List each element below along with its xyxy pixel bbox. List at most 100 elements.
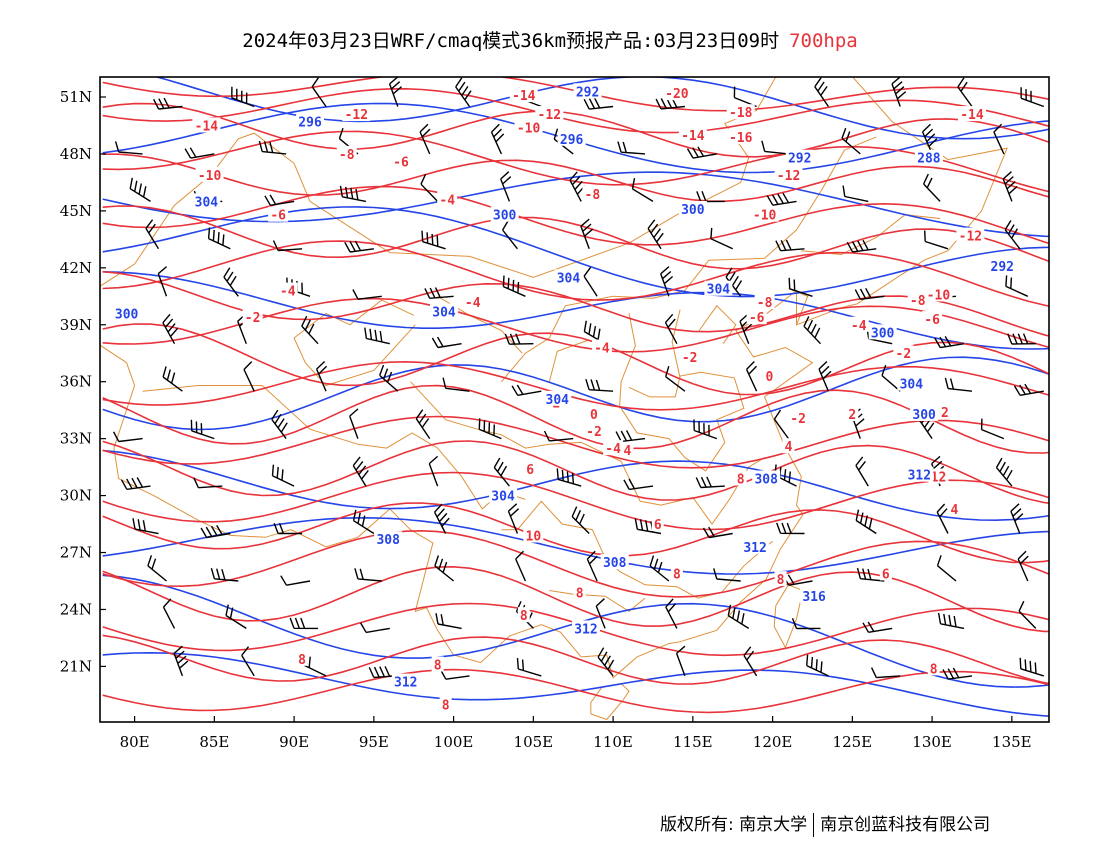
wind-barb (478, 418, 502, 440)
temperature-label-bg (621, 442, 634, 458)
wind-barb (854, 287, 885, 300)
temperature-label: -6 (270, 209, 286, 224)
weather-map: -14 -20-14-12 -12 -18 -14-10-14 -16-8-6-10 -12… (60, 76, 1050, 751)
border-line (410, 381, 765, 525)
temperature-label: -4 (439, 193, 455, 208)
temperature-label: -2 (790, 412, 806, 427)
temperature-label: -12 (959, 230, 982, 245)
wind-barb (870, 667, 901, 679)
map-frame (99, 76, 1050, 723)
height-label: 304 (546, 393, 570, 408)
temperature-label-bg (573, 584, 586, 600)
temperature-label: -10 (927, 288, 951, 303)
wind-barb (1007, 333, 1036, 345)
wind-barb (842, 185, 869, 203)
wind-barb (942, 667, 973, 680)
temperature-label: -18 (729, 106, 753, 121)
temperature-label: -6 (749, 311, 765, 326)
wind-barb (556, 468, 582, 487)
wind-barb (1017, 550, 1029, 582)
wind-barb (597, 647, 615, 677)
wind-barb (1019, 657, 1045, 677)
height-label: 304 (707, 283, 731, 298)
height-label: 300 (493, 209, 517, 224)
map-title: 2024年03月23日WRF/cmaq模式36km预报产品:03月23日09时 7… (0, 26, 1100, 53)
temperature-label: -4 (465, 296, 481, 311)
temperature-label: 10 (526, 529, 542, 544)
temperature-label-bg (782, 438, 795, 454)
temperature-label: -4 (594, 342, 610, 357)
copyright-footer: 版权所有: 南京大学 南京创蓝科技有限公司 (660, 813, 991, 837)
wind-barb (147, 555, 167, 582)
temperature-label-bg (734, 470, 747, 486)
wind-barb (936, 555, 957, 582)
border-line (671, 309, 681, 379)
wind-barb (855, 509, 877, 535)
temperature-label-bg (535, 106, 564, 122)
temperature-contour (102, 440, 1049, 504)
lon-tick-label: 90E (279, 733, 309, 751)
temperature-contour (102, 565, 1049, 633)
wind-barb (271, 464, 295, 487)
wind-barb (936, 503, 949, 534)
lon-tick-label: 95E (359, 733, 389, 751)
wind-barb (493, 457, 510, 487)
height-label-bg (391, 673, 420, 689)
border-line (501, 136, 877, 383)
wind-barb (352, 456, 369, 487)
height-label: 292 (788, 152, 811, 167)
wind-barb (516, 658, 542, 677)
temperature-label-bg (336, 145, 357, 161)
height-label: 300 (871, 326, 895, 341)
wind-barb (424, 287, 454, 299)
wind-barb (490, 123, 505, 155)
lat-tick-label: 51N (60, 88, 92, 106)
height-contour (102, 271, 1049, 350)
temperature-contour (102, 87, 1049, 134)
wind-barb (435, 613, 462, 630)
wind-barb (665, 366, 686, 392)
height-label: 308 (603, 556, 627, 571)
temperature-label-bg (296, 650, 309, 666)
temperature-label-bg (587, 405, 600, 421)
wind-barb (190, 419, 215, 440)
wind-barb (120, 477, 151, 490)
wind-barb (725, 267, 743, 297)
height-label-bg (897, 375, 926, 391)
wind-barb (210, 568, 239, 582)
wind-barb (379, 364, 399, 392)
temperature-label: -14 (195, 119, 219, 134)
temperature-label: -4 (605, 442, 621, 457)
border-line (501, 500, 773, 599)
wind-barb (881, 364, 901, 392)
temperature-label-bg (746, 309, 767, 325)
wind-barb (774, 464, 797, 487)
temperature-label-bg (948, 500, 961, 516)
height-label-bg (914, 149, 943, 165)
wind-barb (207, 227, 231, 250)
height-label-bg (557, 130, 586, 146)
wind-barb (803, 316, 822, 345)
height-contour (102, 171, 1049, 238)
wind-barb (162, 598, 176, 629)
lat-tick-label: 48N (60, 145, 92, 163)
height-label: 300 (912, 408, 936, 423)
wind-barb (1020, 87, 1045, 108)
wind-barb (501, 220, 518, 250)
wind-barb (761, 140, 789, 155)
wind-barb (583, 97, 614, 110)
wind-barb (745, 361, 758, 392)
wind-barb (339, 185, 367, 203)
lat-tick-label: 30N (60, 487, 92, 505)
wind-barb (585, 378, 614, 392)
temperature-label-bg (893, 345, 914, 361)
temperature-label-bg (195, 166, 224, 182)
height-label-bg (678, 200, 707, 216)
wind-barb (315, 360, 328, 392)
temperature-label: -10 (753, 209, 777, 224)
wind-barb (922, 173, 941, 202)
height-label: 312 (394, 676, 417, 691)
temperature-label: -12 (345, 108, 368, 123)
wind-barb (352, 509, 375, 535)
temperature-label: 8 (737, 472, 745, 487)
